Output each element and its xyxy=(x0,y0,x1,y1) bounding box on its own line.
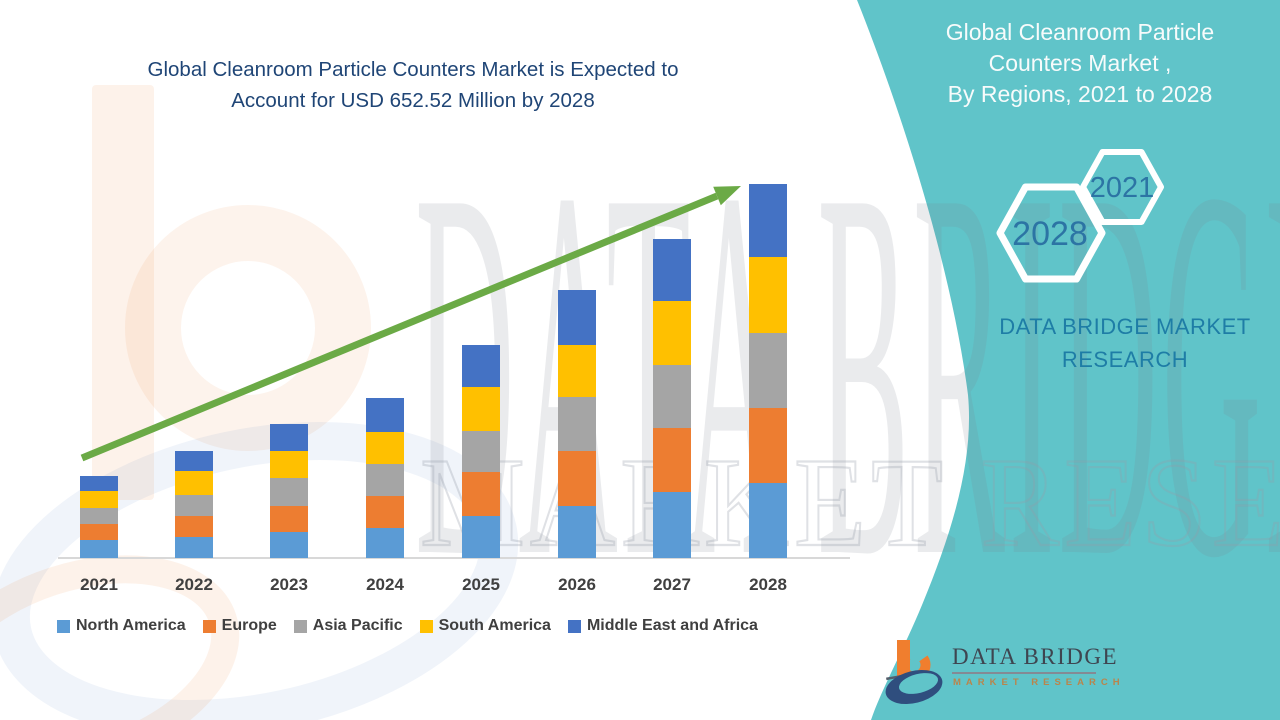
legend-swatch xyxy=(202,619,216,633)
bar-segment-2024-north-america xyxy=(366,527,404,558)
x-axis-label-2028: 2028 xyxy=(749,575,787,594)
bar-segment-2023-north-america xyxy=(270,532,308,558)
bar-segment-2022-asia-pacific xyxy=(175,494,213,517)
logo-b-icon xyxy=(885,640,943,705)
bar-segment-2028-asia-pacific xyxy=(749,333,787,408)
bar-segment-2026-south-america xyxy=(558,344,596,398)
bar-group-2027 xyxy=(653,238,691,558)
bar-group-2026 xyxy=(558,290,596,558)
bar-segment-2023-middle-east-and-africa xyxy=(270,424,308,452)
brand-text-line1: DATA BRIDGE MARKET xyxy=(999,314,1251,339)
bar-segment-2027-asia-pacific xyxy=(653,364,691,429)
legend-swatch xyxy=(419,619,433,633)
bar-segment-2027-north-america xyxy=(653,492,691,558)
x-axis-label-2024: 2024 xyxy=(366,575,404,594)
bar-segment-2021-europe xyxy=(80,524,118,541)
legend-item-asia-pacific: Asia Pacific xyxy=(293,617,403,635)
x-axis-label-2022: 2022 xyxy=(175,575,213,594)
x-axis-label-2021: 2021 xyxy=(80,575,118,594)
sidebar-title: Global Cleanroom Particle Counters Marke… xyxy=(908,17,1252,110)
legend-item-middle-east-and-africa: Middle East and Africa xyxy=(567,617,758,635)
legend-label: South America xyxy=(438,617,551,634)
x-axis-label-2025: 2025 xyxy=(462,575,500,594)
bar-segment-2028-south-america xyxy=(749,257,787,333)
bar-segment-2023-europe xyxy=(270,505,308,532)
bar-segment-2022-middle-east-and-africa xyxy=(175,451,213,472)
legend-label: Asia Pacific xyxy=(312,617,403,634)
bar-segment-2023-asia-pacific xyxy=(270,478,308,506)
legend-item-north-america: North America xyxy=(57,617,186,635)
bar-segment-2023-south-america xyxy=(270,451,308,479)
bar-group-2021 xyxy=(80,476,118,558)
bar-segment-2024-south-america xyxy=(366,432,404,464)
legend-label: North America xyxy=(76,617,186,634)
bar-segment-2028-europe xyxy=(749,408,787,483)
bar-segment-2021-south-america xyxy=(80,491,118,509)
legend-item-south-america: South America xyxy=(419,617,551,635)
page-title: Global Cleanroom Particle Counters Marke… xyxy=(63,54,763,116)
bar-segment-2025-south-america xyxy=(462,387,500,432)
bar-segment-2028-middle-east-and-africa xyxy=(749,183,787,257)
bar-segment-2026-north-america xyxy=(558,506,596,558)
bar-segment-2021-asia-pacific xyxy=(80,508,118,525)
logo-rule xyxy=(952,672,1096,674)
bar-segment-2027-europe xyxy=(653,428,691,493)
bar-segment-2022-north-america xyxy=(175,537,213,558)
bar-segment-2022-europe xyxy=(175,516,213,537)
legend-swatch xyxy=(57,619,70,633)
sidebar-title-line1: Global Cleanroom Particle xyxy=(945,19,1215,45)
bar-segment-2027-middle-east-and-africa xyxy=(653,238,691,302)
bar-group-2022 xyxy=(175,451,213,558)
legend-item-europe: Europe xyxy=(202,617,277,635)
x-axis-label-2027: 2027 xyxy=(653,575,691,594)
bar-group-2028 xyxy=(749,183,787,558)
page-title-line2: Account for USD 652.52 Million by 2028 xyxy=(231,89,595,112)
brand-text-line2: RESEARCH xyxy=(1061,347,1189,372)
bar-segment-2028-north-america xyxy=(749,483,787,558)
bar-segment-2025-middle-east-and-africa xyxy=(462,344,500,388)
bar-group-2023 xyxy=(270,424,308,558)
sidebar-title-line2: Counters Market , xyxy=(988,50,1172,76)
legend: North America Europe Asia Pacific South Ame… xyxy=(57,617,758,635)
bar-segment-2021-middle-east-and-africa xyxy=(80,476,118,492)
logo-wordmark: DATA BRIDGE xyxy=(952,644,1119,669)
bar-segment-2025-europe xyxy=(462,472,500,517)
legend-swatch xyxy=(293,619,307,633)
bar-segment-2025-asia-pacific xyxy=(462,431,500,473)
bar-segment-2022-south-america xyxy=(175,471,213,495)
legend-label: Middle East and Africa xyxy=(586,617,758,634)
page-title-line1: Global Cleanroom Particle Counters Marke… xyxy=(147,58,679,81)
x-axis-label-2026: 2026 xyxy=(558,575,596,594)
bar-segment-2027-south-america xyxy=(653,301,691,365)
brand-text: DATA BRIDGE MARKET RESEARCH xyxy=(958,310,1280,376)
bar-segment-2024-asia-pacific xyxy=(366,463,404,497)
bar-segment-2026-europe xyxy=(558,451,596,507)
x-axis-baseline xyxy=(58,557,850,559)
bar-segment-2024-europe xyxy=(366,496,404,528)
sidebar-title-line3: By Regions, 2021 to 2028 xyxy=(947,81,1213,107)
bar-segment-2024-middle-east-and-africa xyxy=(366,398,404,433)
x-axis-label-2023: 2023 xyxy=(270,575,308,594)
dbmr-logo: DATA BRIDGE MARKET RESEARCH xyxy=(884,633,1144,713)
legend-swatch xyxy=(567,619,581,633)
bar-group-2024 xyxy=(366,398,404,558)
bar-segment-2026-asia-pacific xyxy=(558,397,596,452)
legend-label: Europe xyxy=(221,617,277,634)
bar-segment-2025-north-america xyxy=(462,516,500,558)
bar-segment-2021-north-america xyxy=(80,540,118,558)
bar-segment-2026-middle-east-and-africa xyxy=(558,290,596,345)
logo-subtitle: MARKET RESEARCH xyxy=(953,677,1125,688)
bar-group-2025 xyxy=(462,344,500,558)
